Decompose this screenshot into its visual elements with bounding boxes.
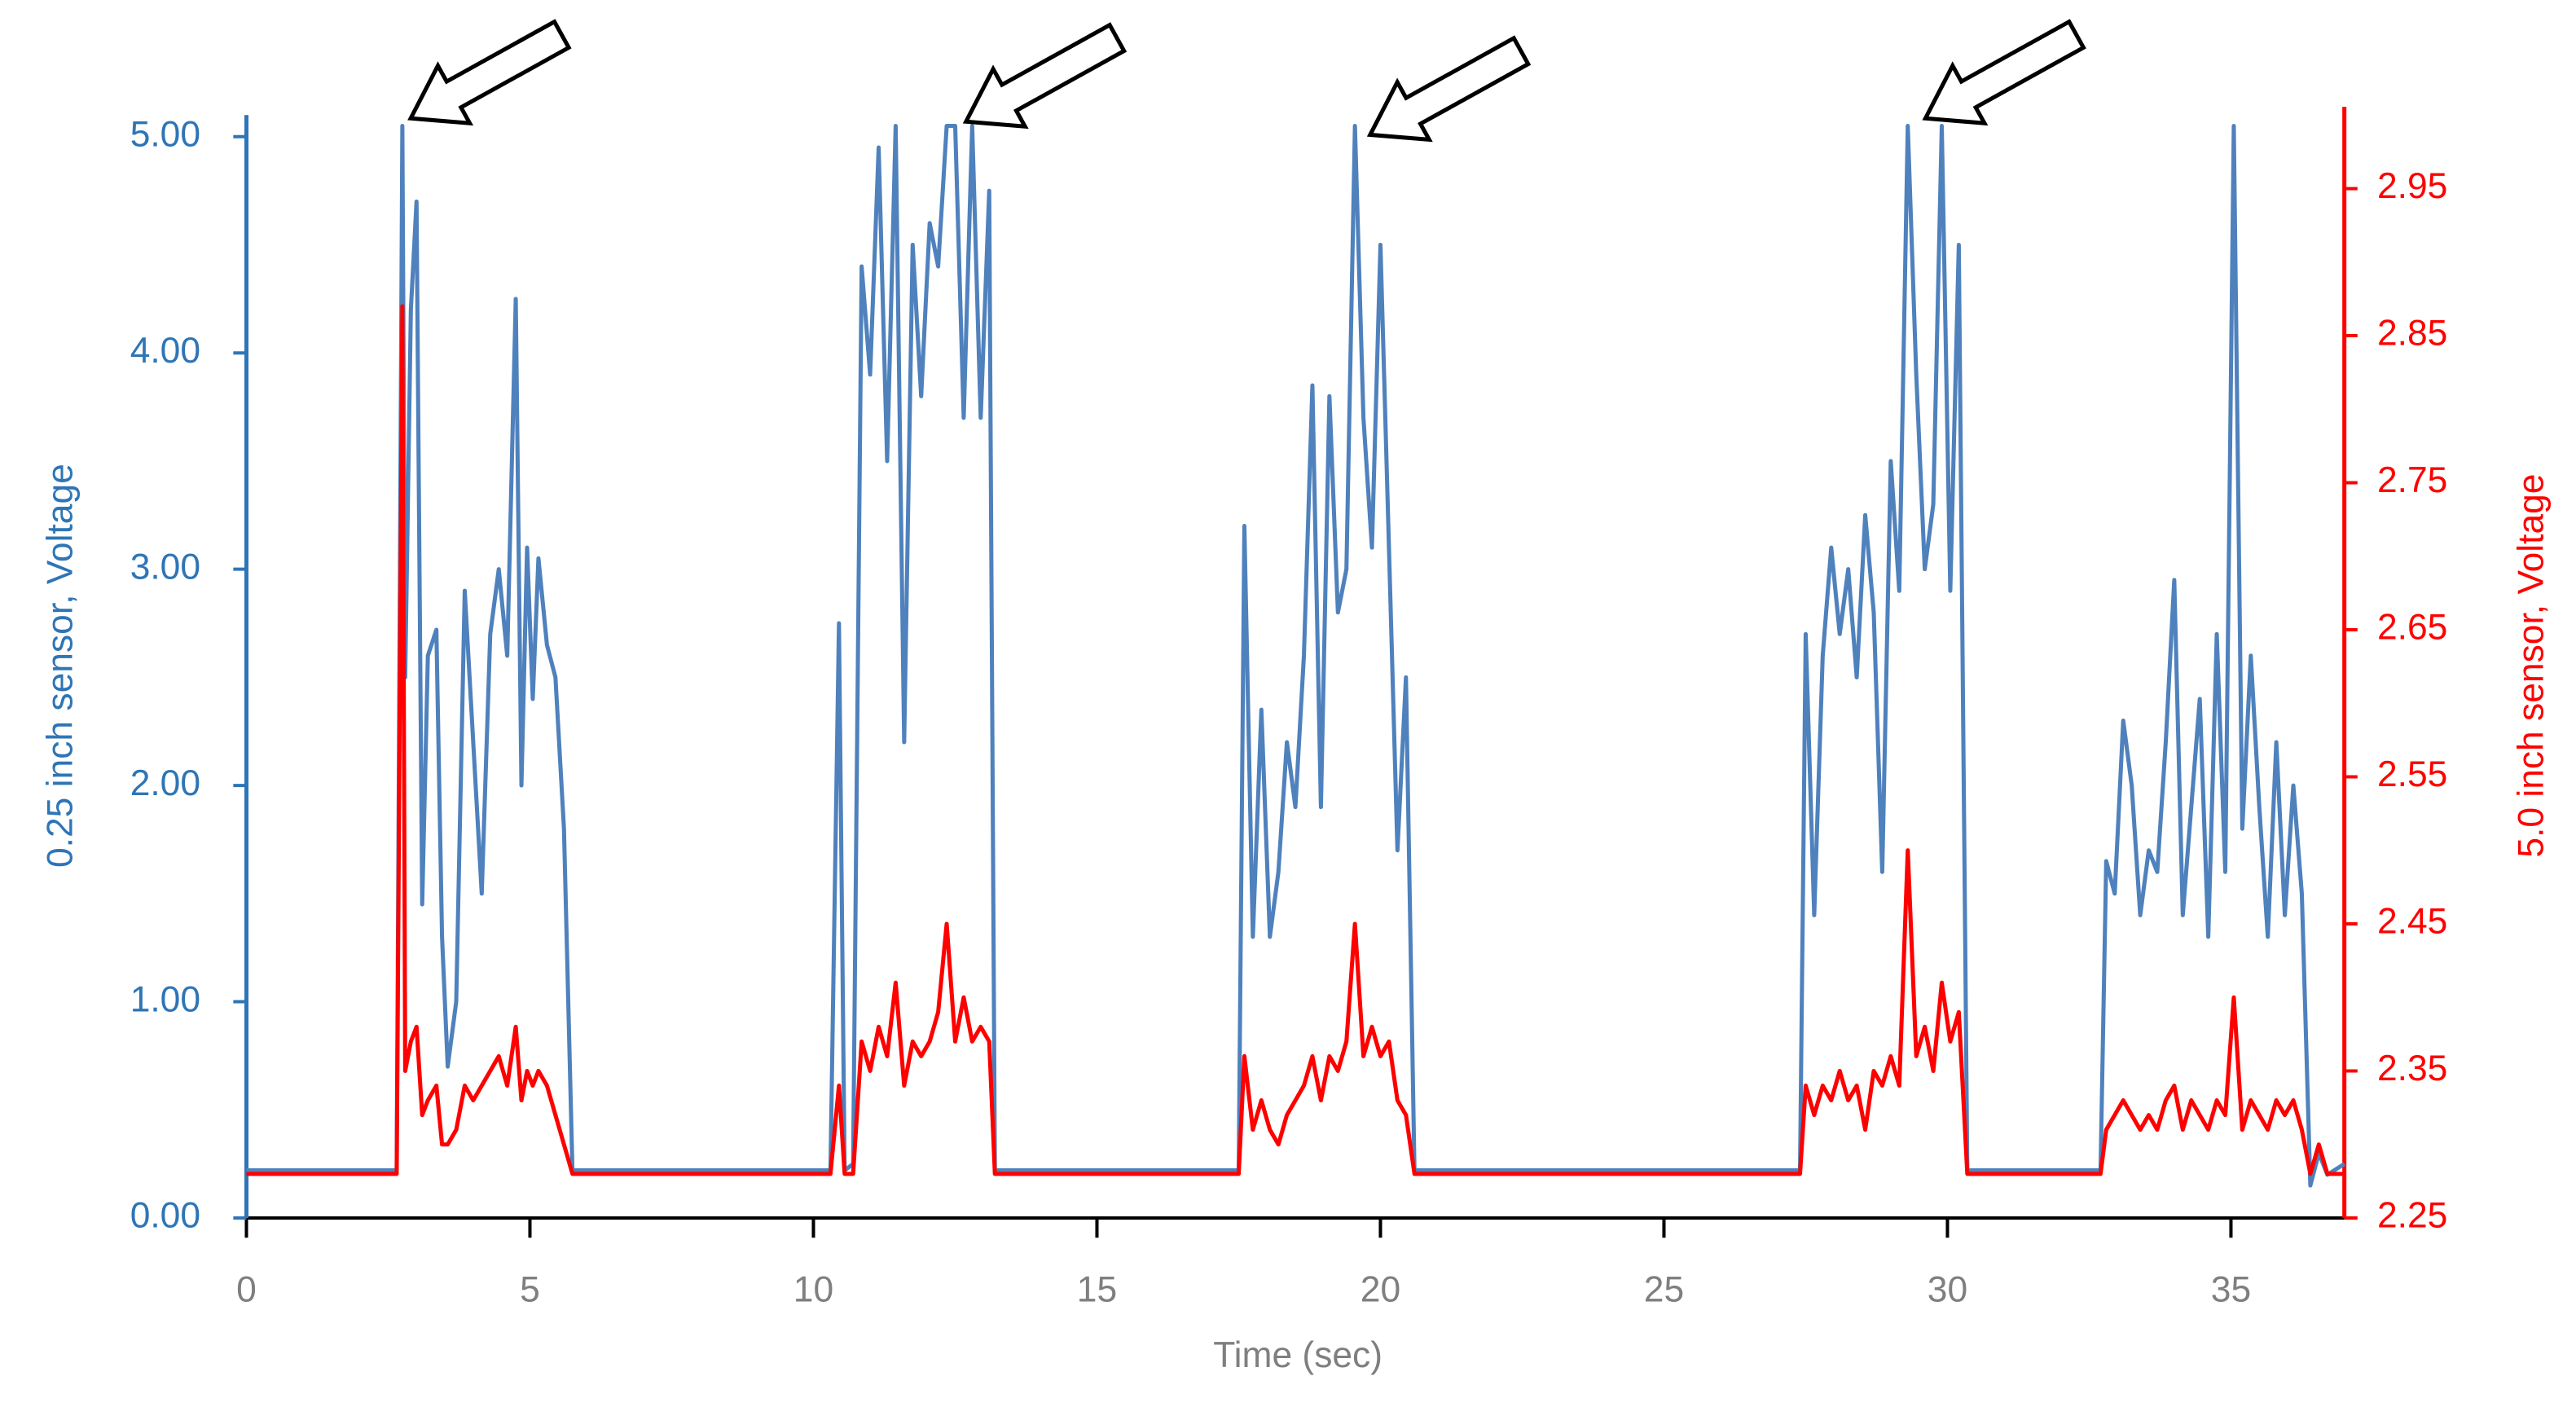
y-tick-label: 3.00	[130, 547, 200, 587]
x-tick-label: 10	[793, 1269, 833, 1309]
y2-tick-label: 2.75	[2377, 460, 2447, 500]
arrow	[1922, 19, 2086, 126]
x-tick-label: 15	[1077, 1269, 1117, 1309]
x-axis-title: Time (sec)	[1213, 1335, 1383, 1375]
y-tick-label: 4.00	[130, 331, 200, 371]
y-tick-label: 1.00	[130, 979, 200, 1019]
y2-tick-label: 2.25	[2377, 1196, 2447, 1236]
y2-tick-label: 2.65	[2377, 608, 2447, 648]
y2-tick-label: 2.45	[2377, 902, 2447, 942]
arrow	[962, 22, 1128, 130]
series-line	[246, 123, 2346, 1188]
series-line	[246, 304, 2345, 1176]
x-tick-label: 25	[1644, 1269, 1684, 1309]
y-tick-label: 5.00	[130, 114, 200, 154]
x-tick-label: 35	[2211, 1269, 2251, 1309]
y2-tick-label: 2.95	[2377, 166, 2447, 206]
y-axis-title: 0.25 inch sensor, Voltage	[40, 464, 80, 868]
y2-axis-title: 5.0 inch sensor, Voltage	[2511, 474, 2551, 858]
y-tick-label: 0.00	[130, 1196, 200, 1236]
y-tick-label: 2.00	[130, 763, 200, 803]
y2-tick-label: 2.35	[2377, 1049, 2447, 1088]
x-tick-label: 0	[236, 1269, 257, 1309]
arrow	[407, 19, 572, 126]
x-tick-label: 30	[1928, 1269, 1967, 1309]
x-tick-label: 20	[1361, 1269, 1400, 1309]
x-tick-label: 5	[520, 1269, 540, 1309]
arrows	[407, 19, 2086, 143]
arrow	[1366, 35, 1532, 143]
y2-tick-label: 2.55	[2377, 754, 2447, 794]
y2-tick-label: 2.85	[2377, 314, 2447, 354]
